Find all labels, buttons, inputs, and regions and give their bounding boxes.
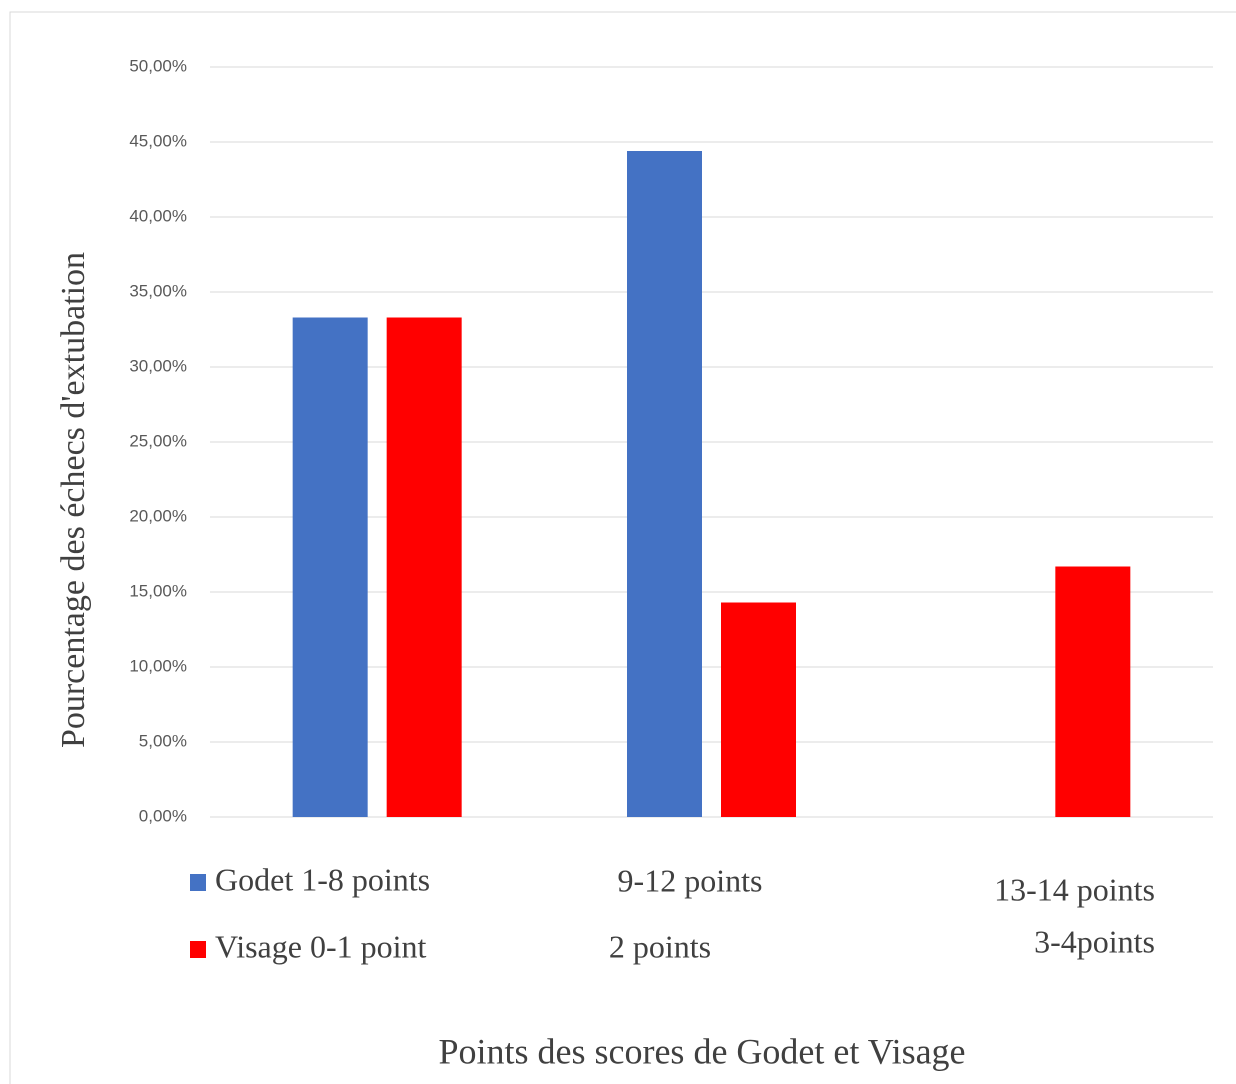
y-tick-label: 15,00% [129, 581, 187, 600]
bar [627, 151, 702, 817]
category-label: 2 points [609, 928, 711, 964]
legend-swatch [190, 941, 206, 958]
category-label: 13-14 points [994, 871, 1155, 907]
y-tick-label: 0,00% [139, 806, 187, 825]
legend-label: Visage 0-1 point [215, 928, 426, 964]
y-tick-label: 40,00% [129, 206, 187, 225]
bar [386, 317, 462, 817]
x-axis-title: Points des scores de Godet et Visage [438, 1031, 965, 1071]
y-axis-title: Pourcentage des échecs d'extubation [55, 252, 92, 748]
y-tick-label: 35,00% [129, 281, 187, 300]
y-tick-label: 30,00% [129, 356, 187, 375]
y-tick-label: 50,00% [129, 56, 187, 75]
y-tick-label: 20,00% [129, 506, 187, 525]
chart-border [9, 11, 1236, 1084]
y-tick-label: 5,00% [139, 731, 187, 750]
bar [1055, 566, 1131, 817]
legend-label: Godet 1-8 points [215, 861, 430, 897]
y-tick-label: 45,00% [129, 131, 187, 150]
legend-swatch [190, 874, 206, 891]
y-tick-label: 25,00% [129, 431, 187, 450]
y-tick-label: 10,00% [129, 656, 187, 675]
category-label: 9-12 points [618, 862, 763, 898]
bar [292, 317, 368, 817]
bar [721, 602, 796, 817]
category-label: 3-4points [1034, 923, 1155, 959]
